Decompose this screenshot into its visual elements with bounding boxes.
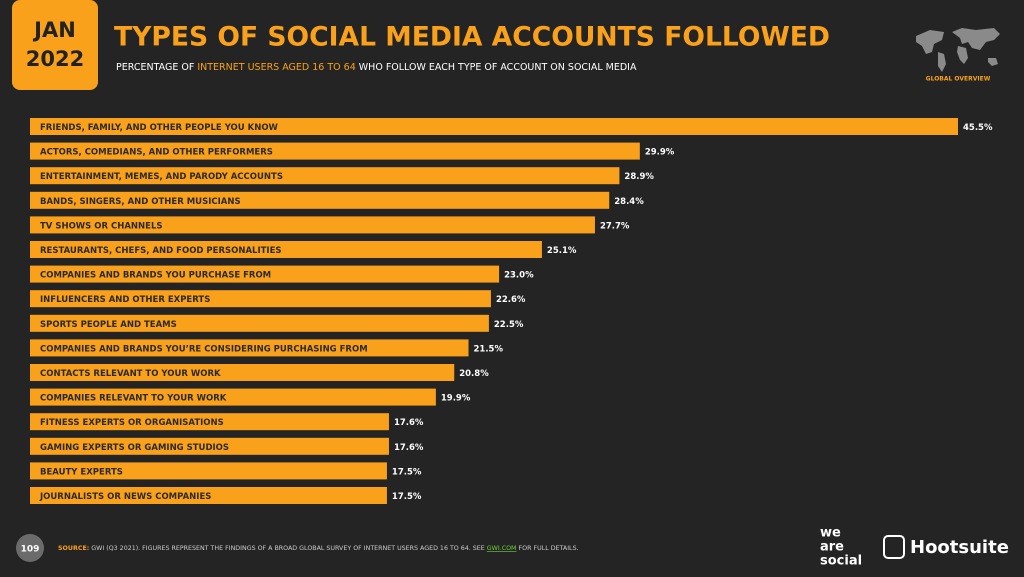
category-label: COMPANIES AND BRANDS YOU’RE CONSIDERING … bbox=[40, 344, 368, 354]
hootsuite-owl-icon bbox=[883, 535, 905, 559]
source-line: SOURCE: GWI (Q3 2021). FIGURES REPRESENT… bbox=[58, 545, 579, 552]
logo-we: we bbox=[820, 526, 841, 541]
source-text: GWI (Q3 2021). FIGURES REPRESENT THE FIN… bbox=[89, 545, 486, 552]
category-label: INFLUENCERS AND OTHER EXPERTS bbox=[40, 295, 210, 305]
bar bbox=[30, 339, 469, 357]
category-label: BEAUTY EXPERTS bbox=[40, 467, 123, 477]
value-label: 17.5% bbox=[392, 467, 422, 477]
bar bbox=[30, 462, 387, 480]
bar bbox=[30, 167, 620, 185]
category-label: BANDS, SINGERS, AND OTHER MUSICIANS bbox=[40, 197, 241, 207]
bar bbox=[30, 241, 542, 258]
bar bbox=[30, 314, 489, 332]
bar bbox=[30, 388, 436, 406]
value-label: 17.6% bbox=[394, 418, 424, 428]
value-label: 20.8% bbox=[459, 369, 489, 379]
bar bbox=[30, 413, 389, 431]
bar bbox=[30, 142, 640, 160]
category-label: TV SHOWS OR CHANNELS bbox=[40, 221, 163, 231]
value-label: 28.4% bbox=[614, 197, 644, 207]
value-label: 25.1% bbox=[547, 246, 577, 256]
category-label: COMPANIES AND BRANDS YOU PURCHASE FROM bbox=[40, 271, 271, 281]
page-number-badge bbox=[16, 534, 44, 562]
bar-chart: FRIENDS, FAMILY, AND OTHER PEOPLE YOU KN… bbox=[30, 118, 993, 504]
map-caption: GLOBAL OVERVIEW bbox=[926, 76, 991, 83]
source-label: SOURCE: bbox=[58, 545, 89, 552]
world-map-icon bbox=[916, 28, 1000, 72]
category-label: JOURNALISTS OR NEWS COMPANIES bbox=[39, 492, 211, 502]
page-number: 109 bbox=[21, 545, 40, 555]
value-label: 45.5% bbox=[963, 123, 993, 133]
logo-are: are bbox=[820, 540, 844, 555]
value-label: 22.6% bbox=[496, 295, 526, 305]
bar bbox=[30, 216, 595, 234]
badge-year: 2022 bbox=[26, 47, 84, 71]
bar bbox=[30, 487, 387, 504]
source-end: FOR FULL DETAILS. bbox=[517, 545, 579, 552]
value-label: 27.7% bbox=[600, 221, 630, 231]
category-label: FITNESS EXPERTS OR ORGANISATIONS bbox=[40, 418, 224, 428]
category-label: SPORTS PEOPLE AND TEAMS bbox=[40, 320, 177, 330]
bar bbox=[30, 364, 455, 381]
chart-title: TYPES OF SOCIAL MEDIA ACCOUNTS FOLLOWED bbox=[114, 22, 830, 53]
bar bbox=[30, 290, 491, 308]
badge-month: JAN bbox=[32, 18, 76, 42]
value-label: 19.9% bbox=[441, 394, 471, 404]
bar bbox=[30, 437, 389, 455]
category-label: ENTERTAINMENT, MEMES, AND PARODY ACCOUNT… bbox=[40, 172, 283, 182]
category-label: GAMING EXPERTS OR GAMING STUDIOS bbox=[40, 443, 229, 453]
value-label: 29.9% bbox=[645, 148, 675, 158]
subtitle-highlight: INTERNET USERS AGED 16 TO 64 bbox=[197, 62, 355, 73]
value-label: 21.5% bbox=[474, 344, 504, 354]
date-badge bbox=[12, 0, 98, 90]
bar bbox=[30, 265, 500, 283]
category-label: ACTORS, COMEDIANS, AND OTHER PERFORMERS bbox=[40, 148, 273, 158]
logo-social: social bbox=[820, 554, 862, 569]
logo-hootsuite: Hootsuite bbox=[910, 537, 1009, 558]
source-link: GWI.COM bbox=[487, 545, 517, 552]
bar bbox=[30, 118, 958, 135]
value-label: 22.5% bbox=[494, 320, 524, 330]
value-label: 23.0% bbox=[504, 271, 534, 281]
value-label: 17.5% bbox=[392, 492, 422, 502]
category-label: RESTAURANTS, CHEFS, AND FOOD PERSONALITI… bbox=[40, 246, 282, 256]
subtitle: PERCENTAGE OF INTERNET USERS AGED 16 TO … bbox=[116, 62, 637, 73]
category-label: FRIENDS, FAMILY, AND OTHER PEOPLE YOU KN… bbox=[40, 123, 279, 133]
category-label: COMPANIES RELEVANT TO YOUR WORK bbox=[40, 394, 227, 404]
subtitle-part: PERCENTAGE OF bbox=[116, 62, 197, 73]
bar bbox=[30, 191, 610, 209]
category-label: CONTACTS RELEVANT TO YOUR WORK bbox=[40, 369, 221, 379]
subtitle-part: WHO FOLLOW EACH TYPE OF ACCOUNT ON SOCIA… bbox=[356, 62, 637, 73]
value-label: 28.9% bbox=[624, 172, 654, 182]
we-are-social-logo: we are social bbox=[820, 526, 862, 569]
value-label: 17.6% bbox=[394, 443, 424, 453]
